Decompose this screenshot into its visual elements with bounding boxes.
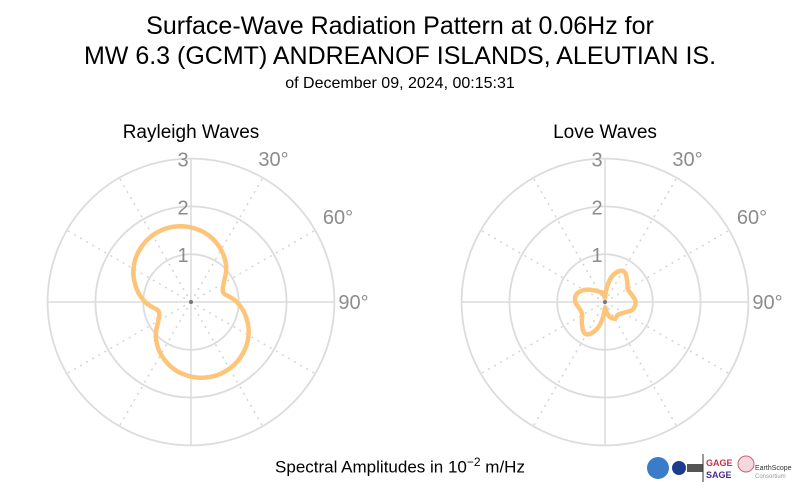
rayleigh-spoke-330	[118, 177, 192, 303]
love-spoke-240	[480, 301, 606, 375]
love-angle-tick-30: 30°	[672, 149, 702, 171]
nsf-logo-icon	[647, 457, 669, 479]
footer-suffix: m/Hz	[480, 457, 525, 477]
love-title: Love Waves	[553, 122, 657, 143]
love-angle-tick-90: 90°	[752, 292, 782, 314]
love-pattern-line	[572, 268, 638, 337]
rayleigh-radial-tick-1: 1	[177, 245, 188, 267]
rayleigh-spoke-30	[190, 177, 264, 303]
love-ring-2	[508, 205, 702, 399]
rayleigh-angle-tick-90: 90°	[338, 292, 368, 314]
rayleigh-title: Rayleigh Waves	[123, 122, 260, 143]
love-ring-3	[460, 157, 750, 447]
title-line-2: MW 6.3 (GCMT) ANDREANOF ISLANDS, ALEUTIA…	[83, 42, 717, 70]
rayleigh-radial-tick-2: 2	[177, 197, 188, 219]
love-ring-1	[556, 253, 654, 351]
title-line-1: Surface-Wave Radiation Pattern at 0.06Hz…	[146, 12, 654, 40]
earthscope-logo-text: EarthScope	[755, 465, 792, 472]
subtitle: of December 09, 2024, 00:15:31	[285, 75, 515, 92]
love-angle-tick-60: 60°	[737, 207, 767, 229]
consortium-logo-text: Consortium	[755, 474, 786, 480]
love-spoke-300	[480, 229, 606, 303]
nasa-logo-icon	[672, 461, 686, 475]
usgs-logo-icon	[687, 464, 703, 472]
sponsor-logos: GAGE SAGE EarthScope Consortium	[647, 454, 792, 482]
rayleigh-ring-2	[94, 205, 288, 399]
rayleigh-ring-3	[46, 157, 336, 447]
earthscope-logo-icon	[737, 455, 755, 473]
love-spoke-30	[604, 177, 678, 303]
gage-logo-text: GAGE	[706, 458, 733, 468]
love-spoke-150	[604, 301, 678, 427]
love-radial-tick-1: 1	[591, 245, 602, 267]
love-spoke-210	[532, 301, 606, 427]
rayleigh-spoke-240	[66, 301, 192, 375]
rayleigh-spoke-60	[190, 229, 316, 303]
footer-exponent: −2	[466, 455, 481, 469]
love-spoke-60	[604, 229, 730, 303]
footer-prefix: Spectral Amplitudes in 10	[275, 457, 467, 477]
rayleigh-angle-tick-30: 30°	[258, 149, 288, 171]
rayleigh-spoke-300	[66, 229, 192, 303]
love-radial-tick-2: 2	[591, 197, 602, 219]
love-radial-tick-3: 3	[591, 150, 602, 172]
rayleigh-pattern-line	[131, 224, 251, 380]
love-spoke-330	[532, 177, 606, 303]
love-center-dot	[603, 300, 607, 304]
rayleigh-radial-tick-3: 3	[177, 150, 188, 172]
rayleigh-spoke-120	[190, 301, 316, 375]
rayleigh-center-dot	[189, 300, 193, 304]
sage-logo-text: SAGE	[706, 470, 732, 480]
footer-label: Spectral Amplitudes in 10−2 m/Hz	[0, 455, 800, 478]
love-spoke-120	[604, 301, 730, 375]
rayleigh-spoke-210	[118, 301, 192, 427]
rayleigh-spoke-150	[190, 301, 264, 427]
rayleigh-angle-tick-60: 60°	[323, 207, 353, 229]
